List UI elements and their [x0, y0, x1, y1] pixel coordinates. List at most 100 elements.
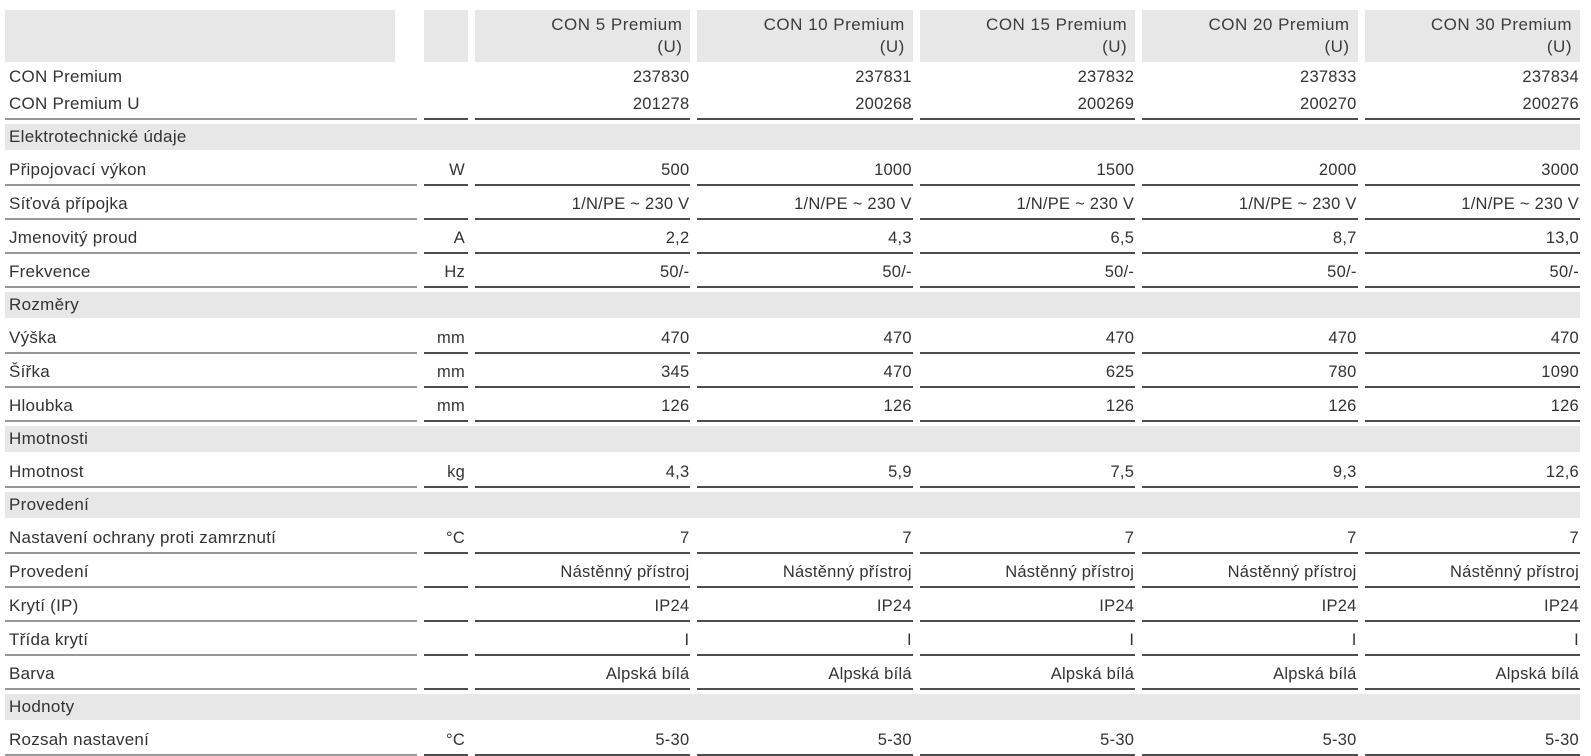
value-cell: 1090	[1364, 354, 1580, 388]
row-unit: °C	[424, 722, 468, 756]
value-cell: Alpská bílá	[475, 656, 691, 690]
row-label: Jmenovitý proud	[5, 220, 417, 254]
value-cell: 7	[475, 520, 691, 554]
row-label: Frekvence	[5, 254, 417, 288]
value-cell: IP24	[697, 588, 913, 622]
value-cell: 4,3	[697, 220, 913, 254]
value-cell: 1/N/PE ~ 230 V	[1142, 186, 1358, 220]
column-header-variant: (U)	[879, 37, 905, 56]
value-cell: 5,9	[697, 454, 913, 488]
table-row: Výška mm 470 470 470 470 470	[5, 320, 1580, 354]
value-cell: 200268	[697, 91, 913, 120]
value-cell: 7	[1142, 520, 1358, 554]
table-row: Připojovací výkon W 500 1000 1500 2000 3000	[5, 152, 1580, 186]
value-cell: Nástěnný přístroj	[1142, 554, 1358, 588]
value-cell: 4,3	[475, 454, 691, 488]
column-header-variant: (U)	[1546, 37, 1572, 56]
table-row: Jmenovitý proud A 2,2 4,3 6,5 8,7 13,0	[5, 220, 1580, 254]
value-cell: 1/N/PE ~ 230 V	[1364, 186, 1580, 220]
value-cell: 2000	[1142, 152, 1358, 186]
row-unit	[424, 588, 468, 622]
row-unit: W	[424, 152, 468, 186]
value-cell: 7	[1364, 520, 1580, 554]
value-cell: Nástěnný přístroj	[919, 554, 1136, 588]
row-unit	[424, 62, 468, 91]
row-label: Síťová přípojka	[5, 186, 417, 220]
value-cell: 200276	[1364, 91, 1580, 120]
table-header-row: CON 5 Premium (U) CON 10 Premium (U) CON 15 …	[5, 10, 1580, 62]
value-cell: 345	[475, 354, 691, 388]
value-cell: 9,3	[1142, 454, 1358, 488]
column-header-name: CON 20 Premium	[1208, 14, 1350, 34]
column-header: CON 5 Premium (U)	[475, 10, 691, 62]
column-header: CON 20 Premium (U)	[1142, 10, 1358, 62]
value-cell: IP24	[1364, 588, 1580, 622]
value-cell: 126	[697, 388, 913, 422]
column-header-variant: (U)	[657, 37, 683, 56]
value-cell: 50/-	[919, 254, 1136, 288]
row-unit: Hz	[424, 254, 468, 288]
row-label: Krytí (IP)	[5, 588, 417, 622]
header-unit-spacer	[424, 10, 468, 62]
column-header: CON 15 Premium (U)	[919, 10, 1136, 62]
column-header-variant: (U)	[1324, 37, 1350, 56]
value-cell: 5-30	[1364, 722, 1580, 756]
value-cell: 470	[697, 354, 913, 388]
table-row: Provedení Nástěnný přístroj Nástěnný příst…	[5, 554, 1580, 588]
table-row: Třída krytí I I I I I	[5, 622, 1580, 656]
column-header: CON 10 Premium (U)	[697, 10, 913, 62]
value-cell: 3000	[1364, 152, 1580, 186]
value-cell: 5-30	[697, 722, 913, 756]
value-cell: 13,0	[1364, 220, 1580, 254]
value-cell: 126	[1364, 388, 1580, 422]
value-cell: 50/-	[1364, 254, 1580, 288]
section-label: Elektrotechnické údaje	[9, 127, 187, 146]
value-cell: 6,5	[919, 220, 1136, 254]
column-header-name: CON 30 Premium	[1430, 14, 1572, 34]
row-label: Provedení	[5, 554, 417, 588]
value-cell: 126	[1142, 388, 1358, 422]
value-cell: 50/-	[697, 254, 913, 288]
header-label-spacer	[5, 10, 395, 62]
value-cell: 50/-	[475, 254, 691, 288]
section-row: Elektrotechnické údaje	[5, 124, 1580, 150]
value-cell: 200269	[919, 91, 1136, 120]
value-cell: 237832	[1077, 68, 1135, 86]
value-cell: 237833	[1300, 68, 1357, 86]
value-cell: IP24	[475, 588, 691, 622]
value-cell: I	[475, 622, 691, 656]
value-cell: 470	[919, 320, 1136, 354]
section-row: Hmotnosti	[5, 426, 1580, 452]
value-cell: I	[1142, 622, 1358, 656]
table-row: Frekvence Hz 50/- 50/- 50/- 50/- 50/-	[5, 254, 1580, 288]
row-label: CON Premium	[9, 67, 123, 86]
value-cell: Nástěnný přístroj	[697, 554, 913, 588]
row-unit: °C	[424, 520, 468, 554]
column-header-name: CON 15 Premium	[986, 14, 1128, 34]
table-row: Barva Alpská bílá Alpská bílá Alpská bílá Al…	[5, 656, 1580, 690]
section-label: Provedení	[9, 495, 90, 514]
section-row: Provedení	[5, 492, 1580, 518]
value-cell: 5-30	[919, 722, 1136, 756]
value-cell: I	[1364, 622, 1580, 656]
value-cell: 1000	[697, 152, 913, 186]
row-label: Výška	[5, 320, 417, 354]
value-cell: 200270	[1142, 91, 1358, 120]
column-header-variant: (U)	[1102, 37, 1128, 56]
value-cell: 201278	[475, 91, 691, 120]
row-label: Připojovací výkon	[5, 152, 417, 186]
column-header-name: CON 10 Premium	[763, 14, 905, 34]
value-cell: 780	[1142, 354, 1358, 388]
value-cell: IP24	[1142, 588, 1358, 622]
product-spec-table: CON 5 Premium (U) CON 10 Premium (U) CON 15 …	[5, 10, 1580, 756]
value-cell: 7,5	[919, 454, 1136, 488]
table-row: Šířka mm 345 470 625 780 1090	[5, 354, 1580, 388]
value-cell: Alpská bílá	[697, 656, 913, 690]
value-cell: Nástěnný přístroj	[1364, 554, 1580, 588]
value-cell: 12,6	[1364, 454, 1580, 488]
row-unit	[424, 622, 468, 656]
value-cell: I	[919, 622, 1136, 656]
table-row: Krytí (IP) IP24 IP24 IP24 IP24 IP24	[5, 588, 1580, 622]
table-row: Rozsah nastavení °C 5-30 5-30 5-30 5-30 5-30	[5, 722, 1580, 756]
row-label: Šířka	[5, 354, 417, 388]
